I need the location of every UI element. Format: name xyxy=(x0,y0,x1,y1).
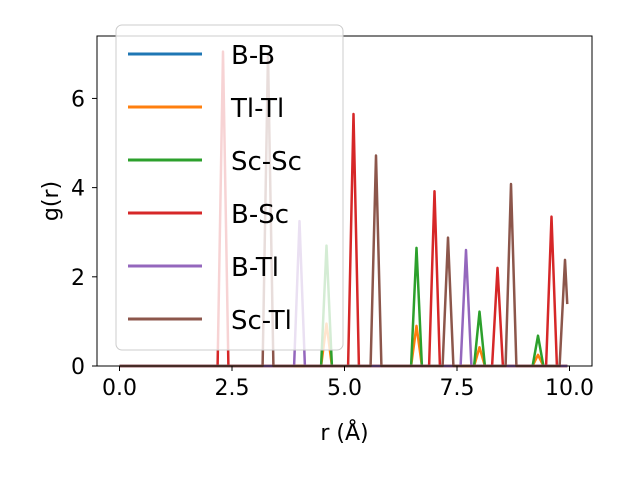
legend-label-b-b: B-B xyxy=(231,41,275,71)
legend-label-tl-tl: Tl-Tl xyxy=(230,94,284,124)
y-axis: 0 2 4 6 xyxy=(71,87,97,380)
legend: B-B Tl-Tl Sc-Sc B-Sc B-Tl Sc-Tl xyxy=(115,24,344,351)
legend-label-sc-tl: Sc-Tl xyxy=(231,306,292,336)
legend-label-sc-sc: Sc-Sc xyxy=(231,147,302,177)
x-axis: 0.0 2.5 5.0 7.5 10.0 xyxy=(102,366,594,401)
legend-label-b-sc: B-Sc xyxy=(231,200,289,230)
y-tick-label: 6 xyxy=(71,87,85,112)
x-tick-label: 2.5 xyxy=(215,376,250,401)
x-tick-label: 5.0 xyxy=(327,376,362,401)
legend-box xyxy=(115,24,344,351)
y-tick-label: 4 xyxy=(71,177,85,202)
x-tick-label: 10.0 xyxy=(545,376,594,401)
x-tick-label: 0.0 xyxy=(102,376,137,401)
x-tick-label: 7.5 xyxy=(440,376,475,401)
y-axis-label: g(r) xyxy=(39,181,64,221)
legend-label-b-tl: B-Tl xyxy=(231,253,279,283)
y-tick-label: 2 xyxy=(71,266,85,291)
y-tick-label: 0 xyxy=(71,355,85,380)
x-axis-label: r (Å) xyxy=(320,419,368,446)
